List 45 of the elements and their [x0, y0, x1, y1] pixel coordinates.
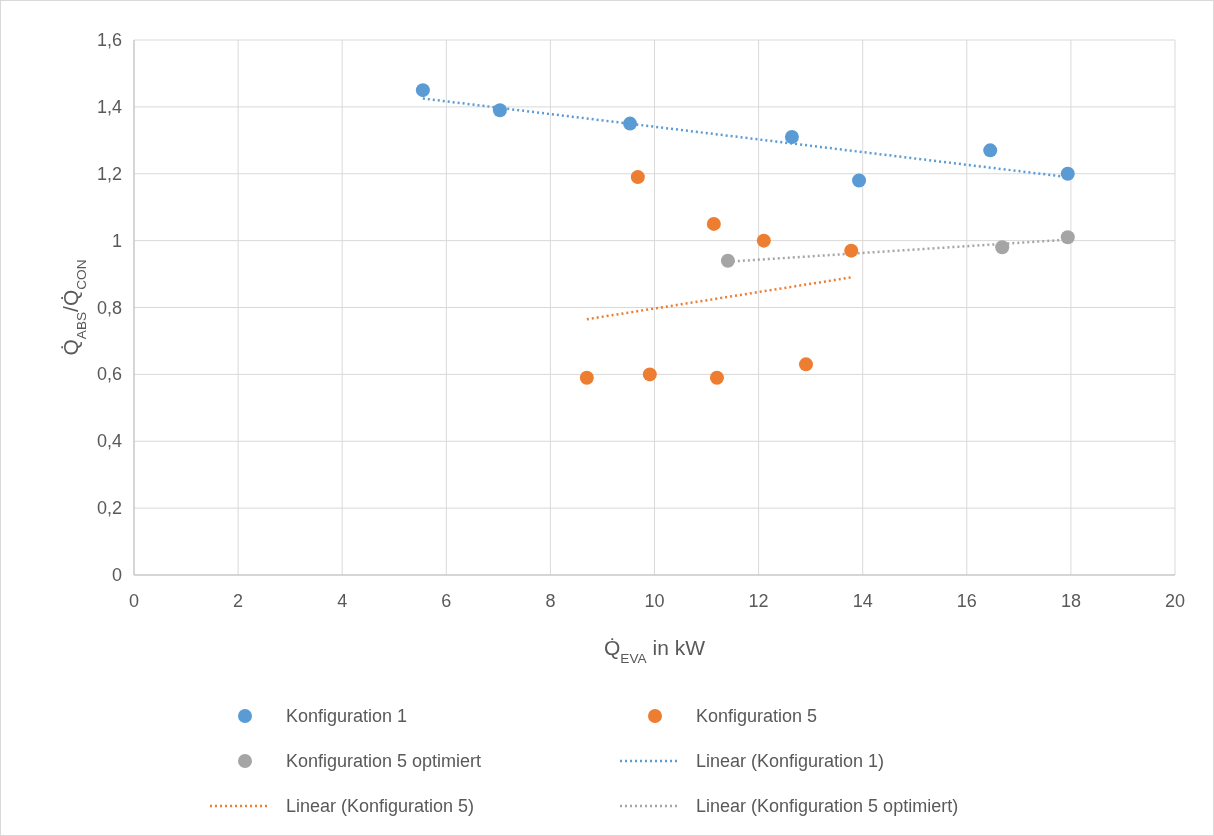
point	[642, 367, 657, 382]
legend-label: Linear (Konfiguration 5 optimiert)	[696, 796, 959, 816]
x-tick-label: 12	[748, 591, 769, 611]
legend-label: Konfiguration 1	[286, 706, 408, 726]
point	[784, 129, 799, 144]
point	[720, 253, 735, 268]
x-tick-label: 18	[1060, 591, 1081, 611]
legend-label: Konfiguration 5	[696, 706, 818, 726]
point	[579, 370, 594, 385]
y-tick-label: 0,4	[96, 431, 122, 452]
y-tick-label: 1	[111, 230, 122, 251]
point	[706, 216, 721, 231]
y-tick-label: 1,2	[96, 163, 122, 184]
y-tick-label: 0,2	[96, 498, 122, 519]
point	[844, 243, 859, 258]
point	[756, 233, 771, 248]
x-tick-label: 16	[956, 591, 977, 611]
legend-label: Konfiguration 5 optimiert	[286, 751, 482, 771]
point	[995, 240, 1010, 255]
x-tick-label: 10	[644, 591, 665, 611]
point	[798, 357, 813, 372]
x-tick-label: 6	[441, 591, 452, 611]
point	[415, 83, 430, 98]
legend-label: Linear (Konfiguration 1)	[696, 751, 885, 771]
point	[1060, 230, 1075, 245]
x-axis-title: Q̇$_{EVA}$ in kW	[604, 636, 706, 666]
y-tick-label: 0	[111, 565, 122, 585]
x-tick-label: 8	[545, 591, 556, 611]
x-tick-label: 14	[852, 591, 873, 611]
y-tick-label: 0,6	[96, 364, 122, 385]
point	[709, 370, 724, 385]
x-tick-label: 20	[1164, 591, 1186, 611]
y-tick-label: 1,6	[96, 30, 122, 50]
x-tick-label: 4	[337, 591, 348, 611]
y-tick-label: 1,4	[96, 96, 122, 117]
point	[1060, 166, 1075, 181]
y-tick-label: 0,8	[96, 297, 122, 318]
point	[630, 170, 645, 185]
legend-label: Linear (Konfiguration 5)	[286, 796, 475, 816]
point	[983, 143, 998, 158]
point	[492, 103, 507, 118]
point	[623, 116, 638, 131]
point	[852, 173, 867, 188]
x-tick-label: 0	[128, 591, 140, 611]
x-tick-label: 2	[233, 591, 244, 611]
